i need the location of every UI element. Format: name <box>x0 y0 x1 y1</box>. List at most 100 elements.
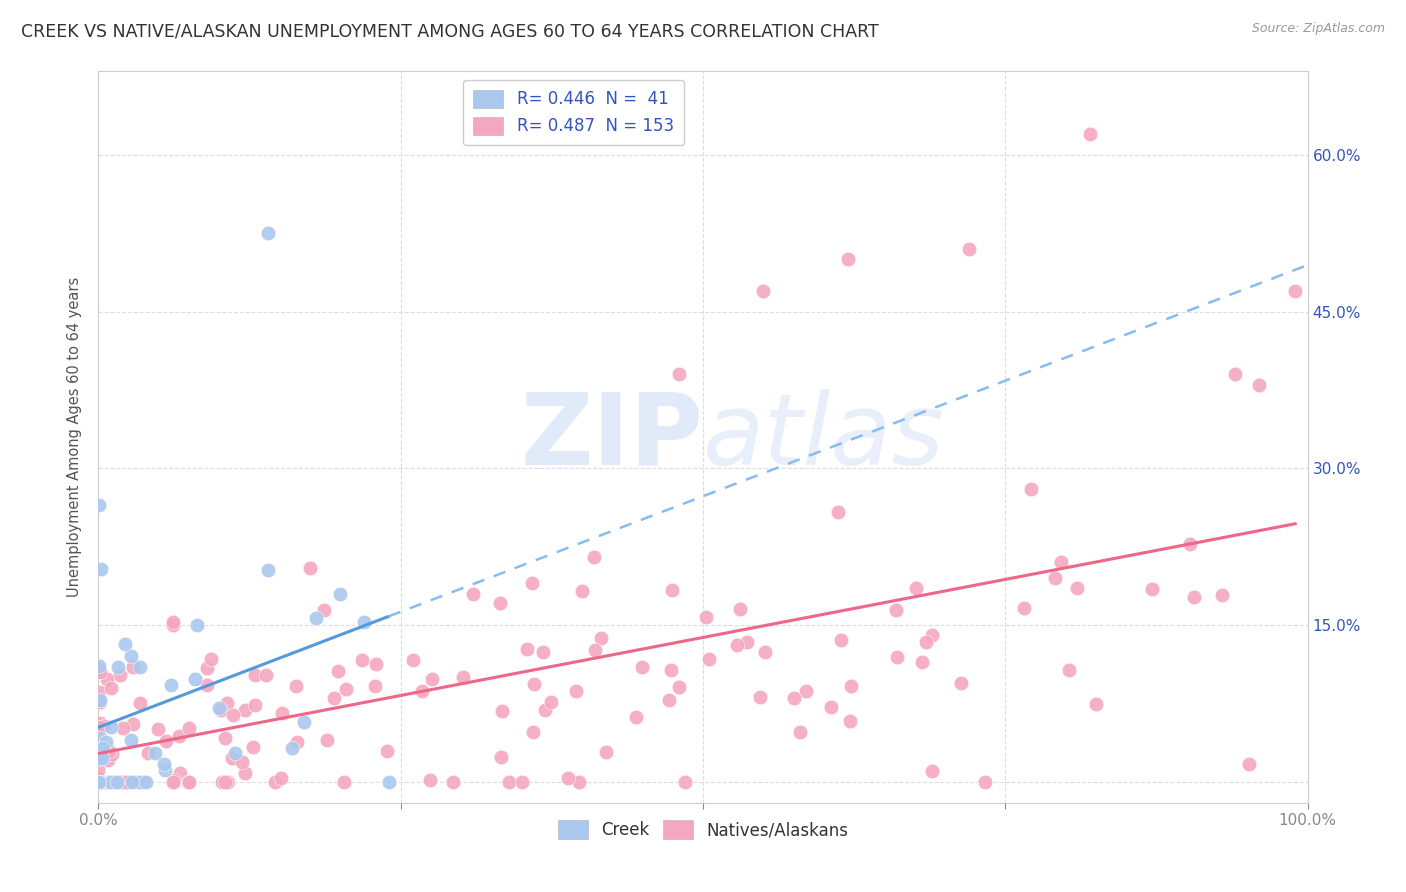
Point <box>754 645 776 659</box>
Y-axis label: Unemployment Among Ages 60 to 64 years: Unemployment Among Ages 60 to 64 years <box>67 277 83 598</box>
Point <box>114 637 136 651</box>
Point <box>87 751 110 765</box>
Point <box>1049 555 1071 569</box>
Point <box>98 775 121 789</box>
Point <box>974 775 997 789</box>
Point <box>87 775 110 789</box>
Point <box>1223 368 1246 382</box>
Point <box>89 665 111 680</box>
Point <box>146 722 169 736</box>
Point <box>217 775 239 789</box>
Point <box>271 706 294 720</box>
Point <box>97 752 120 766</box>
Point <box>1019 482 1042 496</box>
Point <box>914 635 936 649</box>
Point <box>323 691 346 706</box>
Point <box>886 603 908 617</box>
Point <box>820 699 842 714</box>
Point <box>217 775 239 789</box>
Point <box>104 775 127 789</box>
Point <box>195 678 218 692</box>
Point <box>830 633 852 648</box>
Point <box>120 648 142 663</box>
Point <box>794 683 817 698</box>
Point <box>498 775 520 789</box>
Point <box>950 675 973 690</box>
Point <box>630 660 652 674</box>
Point <box>256 227 278 241</box>
Point <box>411 684 433 698</box>
Point <box>1014 601 1036 615</box>
Point <box>107 660 129 674</box>
Point <box>489 750 512 764</box>
Point <box>89 695 111 709</box>
Point <box>523 677 546 691</box>
Point <box>1237 756 1260 771</box>
Point <box>921 764 943 779</box>
Point <box>749 690 772 704</box>
Point <box>87 763 110 777</box>
Point <box>839 679 862 693</box>
Point <box>121 775 143 789</box>
Point <box>350 653 373 667</box>
Point <box>1084 697 1107 711</box>
Point <box>122 717 145 731</box>
Point <box>245 667 267 681</box>
Point <box>491 704 513 718</box>
Point <box>789 725 811 739</box>
Point <box>783 691 806 706</box>
Point <box>329 587 352 601</box>
Point <box>316 732 339 747</box>
Point <box>214 775 236 789</box>
Point <box>328 665 350 679</box>
Point <box>254 668 277 682</box>
Text: atlas: atlas <box>703 389 945 485</box>
Point <box>364 679 387 693</box>
Point <box>89 715 111 730</box>
Point <box>235 704 257 718</box>
Point <box>96 672 118 686</box>
Point <box>827 505 849 519</box>
Point <box>100 720 122 734</box>
Point <box>195 661 218 675</box>
Point <box>153 757 176 772</box>
Point <box>89 731 111 746</box>
Point <box>312 603 335 617</box>
Point <box>589 631 612 645</box>
Point <box>1066 581 1088 595</box>
Point <box>1249 377 1271 392</box>
Point <box>135 775 157 789</box>
Point <box>111 775 134 789</box>
Point <box>98 744 121 758</box>
Point <box>583 643 606 657</box>
Point <box>451 670 474 684</box>
Point <box>93 719 115 733</box>
Point <box>162 775 184 789</box>
Legend: Creek, Natives/Alaskans: Creek, Natives/Alaskans <box>551 814 855 846</box>
Point <box>153 764 176 778</box>
Point <box>419 772 441 787</box>
Point <box>90 750 112 764</box>
Point <box>595 745 617 759</box>
Point <box>177 721 200 735</box>
Point <box>93 774 115 789</box>
Point <box>143 746 166 760</box>
Point <box>209 703 232 717</box>
Point <box>101 747 124 761</box>
Point <box>1140 582 1163 596</box>
Point <box>108 775 131 789</box>
Point <box>211 775 233 789</box>
Point <box>668 368 690 382</box>
Point <box>163 775 186 789</box>
Point <box>673 775 696 789</box>
Point <box>91 741 114 756</box>
Point <box>571 584 593 599</box>
Point <box>222 707 245 722</box>
Point <box>1182 590 1205 604</box>
Text: CREEK VS NATIVE/ALASKAN UNEMPLOYMENT AMONG AGES 60 TO 64 YEARS CORRELATION CHART: CREEK VS NATIVE/ALASKAN UNEMPLOYMENT AMO… <box>21 22 879 40</box>
Point <box>886 650 908 665</box>
Point <box>441 775 464 789</box>
Point <box>87 775 110 789</box>
Point <box>136 746 159 760</box>
Point <box>108 667 131 681</box>
